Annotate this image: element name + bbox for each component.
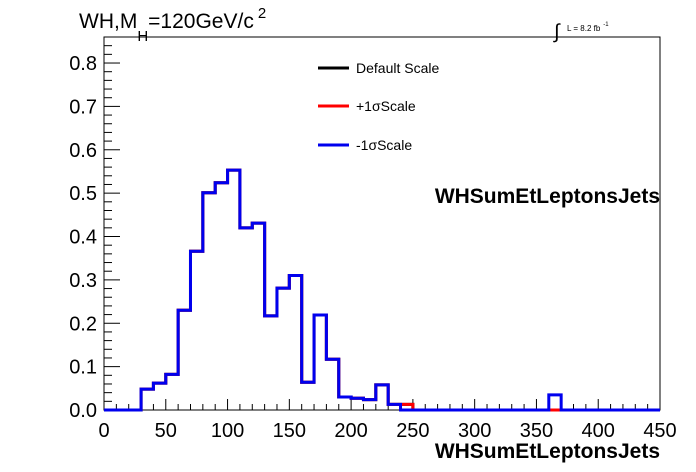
x-tick-label: 400 [582, 420, 615, 442]
y-tick-label: 0.8 [69, 53, 97, 75]
y-tick-label: 0.4 [69, 227, 97, 249]
x-axis-title-upper: WHSumEtLeptonsJets [435, 185, 660, 208]
y-tick-label: 0.2 [69, 313, 97, 335]
title-subscript: H [137, 28, 148, 45]
legend-label-default: Default Scale [356, 60, 439, 76]
y-tick-label: 0.6 [69, 140, 97, 162]
x-tick-label: 450 [643, 420, 676, 442]
chart-title: WH,MH=120GeV/c 2 [79, 5, 266, 45]
plot-frame [103, 36, 661, 411]
y-tick-label: 0.7 [69, 96, 97, 118]
legend-label-minus1sigma: -1σScale [356, 137, 412, 153]
y-tick-label: 0.3 [69, 270, 97, 292]
y-tick-label: 0.5 [69, 183, 97, 205]
lumi-text: L = 8.2 fb [567, 24, 601, 33]
lumi-superscript: -1 [603, 22, 609, 28]
x-tick-label: 200 [334, 420, 367, 442]
x-tick-label: 150 [273, 420, 306, 442]
y-tick-label: 0.1 [69, 357, 97, 379]
x-tick-label: 0 [98, 420, 109, 442]
y-tick-label: 0.0 [69, 400, 97, 422]
series-line-2 [104, 168, 660, 412]
title-main: WH,M [79, 10, 137, 33]
x-tick-label: 350 [520, 420, 553, 442]
x-tick-label: 50 [155, 420, 177, 442]
lumi-label: L = 8.2 fb -1 [567, 22, 609, 33]
legend-label-plus1sigma: +1σScale [356, 98, 416, 114]
x-tick-label: 300 [458, 420, 491, 442]
integral-symbol: ∫ [553, 21, 561, 43]
legend: Default Scale +1σScale -1σScale [318, 60, 439, 153]
tick-labels: 0 50 100 150 200 250 300 350 400 450 0.0 0.1 0.2 0.3 0… [69, 53, 677, 442]
title-superscript: 2 [258, 5, 266, 22]
title-rest: =120GeV/c [148, 10, 254, 33]
x-tick-label: 100 [211, 420, 244, 442]
x-tick-label: 250 [396, 420, 429, 442]
series-lines [104, 168, 660, 412]
x-axis-title: WHSumEtLeptonsJets [435, 440, 660, 463]
